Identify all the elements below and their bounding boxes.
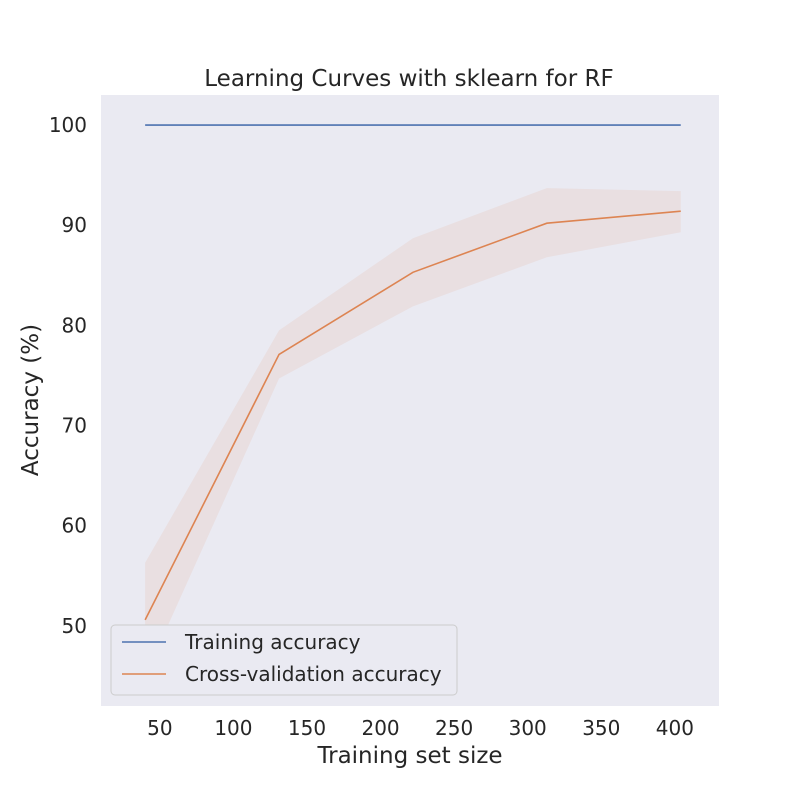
legend-label-training: Training accuracy — [184, 630, 361, 654]
y-tick-label: 60 — [62, 514, 87, 538]
x-tick-label: 100 — [214, 716, 252, 740]
y-tick-label: 90 — [62, 213, 87, 237]
x-tick-label: 50 — [147, 716, 172, 740]
y-tick-label: 50 — [62, 614, 87, 638]
x-tick-label: 250 — [435, 716, 473, 740]
legend: Training accuracy Cross-validation accur… — [110, 624, 458, 696]
x-tick-label: 350 — [582, 716, 620, 740]
x-tick-label: 400 — [656, 716, 694, 740]
x-tick-label: 200 — [361, 716, 399, 740]
chart-title: Learning Curves with sklearn for RF — [204, 66, 613, 92]
y-tick-label: 100 — [49, 113, 87, 137]
y-tick-label: 80 — [62, 313, 87, 337]
series-1-band — [145, 188, 681, 676]
legend-label-cross-validation: Cross-validation accuracy — [185, 662, 442, 686]
y-axis-label: Accuracy (%) — [18, 324, 44, 476]
series-1-line — [144, 210, 681, 621]
legend-box — [110, 624, 458, 696]
y-tick-label: 70 — [62, 414, 87, 438]
x-axis-label: Training set size — [316, 743, 502, 769]
x-tick-label: 150 — [288, 716, 326, 740]
plot-area — [101, 95, 719, 706]
x-tick-label: 300 — [509, 716, 547, 740]
